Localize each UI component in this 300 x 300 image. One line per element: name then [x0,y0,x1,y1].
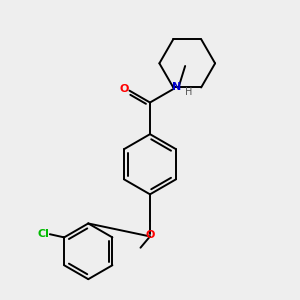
Text: O: O [145,230,155,240]
Text: H: H [185,87,192,97]
Text: Cl: Cl [38,229,50,238]
Text: N: N [172,82,182,92]
Text: O: O [119,84,128,94]
